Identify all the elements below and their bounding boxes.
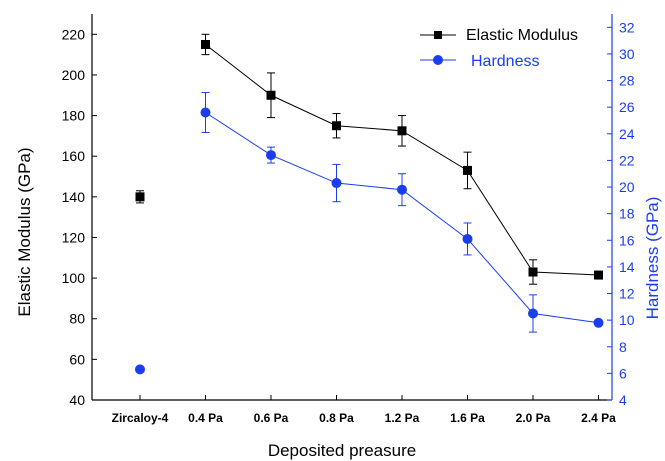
y-tick-label: 40 <box>69 392 85 408</box>
y2-tick-label: 16 <box>619 232 635 248</box>
y2-tick-label: 10 <box>619 312 635 328</box>
data-point-hardness <box>331 178 342 189</box>
y2-tick-label: 32 <box>619 19 635 35</box>
y-tick-label: 60 <box>69 351 85 367</box>
data-point-hardness <box>135 364 145 375</box>
y2-tick-label: 30 <box>619 46 635 62</box>
legend-marker-elastic <box>434 31 442 39</box>
x-tick-label: 1.6 Pa <box>450 411 485 425</box>
data-point-hardness <box>266 150 276 161</box>
y-tick-label: 140 <box>62 189 86 205</box>
y-tick-label: 80 <box>69 311 85 327</box>
data-point-hardness <box>462 233 473 244</box>
data-point-elastic <box>594 270 603 280</box>
data-point-elastic <box>135 192 145 202</box>
y2-tick-label: 28 <box>619 73 635 89</box>
data-point-elastic <box>528 267 538 277</box>
x-tick-label: 2.0 Pa <box>516 411 551 425</box>
y-tick-label: 180 <box>62 108 86 124</box>
data-point-elastic <box>266 90 276 100</box>
y2-tick-label: 12 <box>619 286 635 302</box>
y2-tick-label: 24 <box>619 126 635 142</box>
tick-layer: 40 60 80 100 120 140 160 180 200 220 4 6 8 10 12 14 16 18… <box>62 19 635 425</box>
y-tick-label: 100 <box>62 270 86 286</box>
series-line-elastic <box>205 44 599 276</box>
x-axis-title: Deposited preasure <box>268 441 416 460</box>
legend: Elastic Modulus Hardness <box>420 27 578 70</box>
y2-tick-label: 8 <box>619 339 627 355</box>
y2-tick-label: 4 <box>619 392 627 408</box>
data-point-hardness <box>397 184 407 195</box>
y2-tick-label: 22 <box>619 152 635 168</box>
series-hardness <box>135 92 604 375</box>
y-tick-label: 200 <box>62 67 86 83</box>
data-point-hardness <box>593 317 604 328</box>
series-layer <box>135 33 604 375</box>
y2-tick-label: 18 <box>619 206 635 222</box>
y2-tick-label: 6 <box>619 365 627 381</box>
x-tick-label: 0.4 Pa <box>188 411 223 425</box>
y-tick-label: 120 <box>62 229 86 245</box>
legend-label-elastic: Elastic Modulus <box>466 27 578 44</box>
y-axis-title: Elastic Modulus (GPa) <box>15 147 34 316</box>
x-tick-label: 0.8 Pa <box>319 411 354 425</box>
legend-label-hardness: Hardness <box>471 53 539 70</box>
x-tick-label: 0.6 Pa <box>254 411 289 425</box>
data-point-hardness <box>528 308 538 319</box>
legend-marker-hardness <box>433 55 443 65</box>
y-tick-label: 160 <box>62 148 86 164</box>
data-point-elastic <box>397 126 407 136</box>
x-tick-label: Zircaloy-4 <box>112 411 169 425</box>
y2-axis-title: Hardness (GPa) <box>643 197 662 320</box>
y2-tick-label: 26 <box>619 99 635 115</box>
series-elastic <box>135 33 603 285</box>
data-point-elastic <box>201 39 210 49</box>
y-tick-label: 220 <box>62 26 86 42</box>
y2-tick-label: 14 <box>619 259 635 275</box>
data-point-elastic <box>332 121 341 131</box>
data-point-elastic <box>463 165 472 175</box>
x-tick-label: 1.2 Pa <box>385 411 420 425</box>
y2-tick-label: 20 <box>619 179 635 195</box>
plot-axes <box>91 14 613 401</box>
x-tick-label: 2.4 Pa <box>581 411 616 425</box>
data-point-hardness <box>200 107 211 118</box>
